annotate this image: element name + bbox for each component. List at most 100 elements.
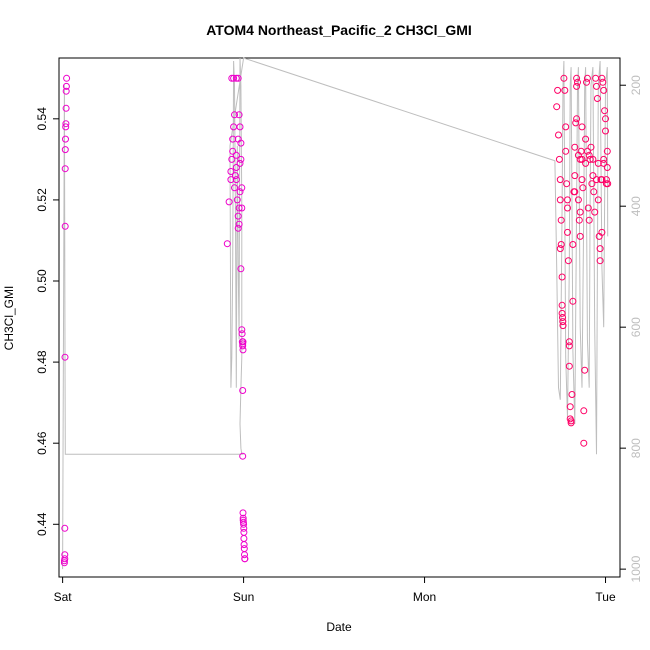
data-point [573, 115, 581, 123]
data-point [602, 127, 609, 135]
data-point [556, 245, 564, 253]
data-point [598, 74, 606, 82]
data-point [237, 155, 245, 163]
data-point [601, 107, 609, 115]
data-point [62, 123, 70, 131]
data-point [235, 204, 243, 212]
y-tick-label: 0.46 [35, 431, 49, 455]
data-point [564, 196, 571, 204]
data-point [228, 155, 236, 163]
data-point [554, 86, 562, 94]
data-point [561, 86, 569, 94]
y-tick-label: 0.54 [35, 107, 49, 131]
data-point [61, 524, 69, 532]
data-point [565, 362, 573, 370]
y-tick-label: 0.52 [35, 188, 49, 212]
data-point [238, 326, 246, 334]
data-point [565, 338, 573, 346]
data-point [235, 220, 243, 228]
data-point [582, 135, 590, 143]
data-point [594, 196, 602, 204]
data-point [593, 95, 601, 102]
data-point [589, 172, 597, 180]
data-point [232, 164, 240, 171]
y-axis-label: CH3Cl_GMI [2, 286, 16, 351]
data-point [582, 159, 590, 167]
data-point [583, 147, 591, 155]
data-point [604, 180, 612, 188]
data-point [571, 143, 579, 151]
data-point [239, 342, 247, 350]
right-pressure-axis: 200 400 600 800 1000 [620, 75, 643, 582]
data-point [564, 204, 571, 212]
data-point [602, 176, 610, 184]
data-point [592, 74, 600, 82]
points-layer [60, 74, 612, 567]
data-point [559, 322, 567, 330]
data-point [587, 143, 595, 151]
data-point [555, 131, 562, 139]
data-point [239, 509, 247, 517]
data-point [238, 184, 246, 192]
data-point [578, 155, 586, 163]
data-point [62, 104, 70, 112]
data-point [232, 176, 240, 184]
data-point [239, 346, 247, 354]
data-point [588, 180, 596, 188]
data-point [240, 545, 248, 553]
data-point [61, 551, 69, 559]
data-point [600, 159, 608, 167]
data-point [239, 387, 247, 394]
data-point [240, 524, 248, 532]
y-tick-label: 0.44 [35, 512, 49, 536]
data-point [600, 155, 608, 163]
data-point [596, 245, 604, 253]
data-point [564, 257, 572, 265]
data-point [602, 115, 609, 123]
data-point [573, 82, 581, 90]
data-point [239, 452, 247, 460]
data-point [558, 309, 566, 317]
data-point [236, 159, 244, 167]
data-point [62, 135, 69, 143]
x-tick-label: Mon [413, 590, 436, 604]
data-point [567, 419, 575, 427]
x-axis-label: Date [326, 620, 352, 634]
data-point [590, 188, 598, 196]
data-point [237, 265, 245, 273]
data-point [591, 208, 599, 216]
data-point [559, 314, 566, 321]
data-point [62, 87, 70, 95]
data-point [585, 216, 593, 224]
right-tick-label: 400 [629, 196, 643, 216]
data-point [238, 330, 246, 338]
data-point [225, 198, 233, 206]
data-point [603, 164, 611, 171]
data-point [240, 528, 248, 536]
data-point [558, 301, 566, 309]
data-point [564, 228, 571, 236]
plot-frame [58, 57, 621, 578]
data-point [231, 111, 238, 119]
data-point [599, 78, 607, 86]
data-point [576, 208, 584, 216]
data-point [231, 172, 239, 180]
right-tick-label: 600 [629, 317, 643, 337]
data-point [238, 204, 246, 212]
data-point [557, 216, 565, 224]
data-point [563, 180, 571, 188]
data-point [584, 204, 592, 212]
data-point [241, 555, 249, 563]
data-point [234, 224, 242, 232]
data-point [574, 196, 582, 204]
data-point [571, 172, 579, 180]
data-point [236, 188, 244, 196]
data-point [578, 176, 586, 184]
data-point [62, 120, 70, 128]
data-point [571, 188, 579, 196]
data-point [235, 111, 243, 119]
data-point [560, 74, 568, 82]
data-point [231, 184, 238, 192]
data-point [585, 151, 593, 159]
data-point [223, 240, 231, 248]
